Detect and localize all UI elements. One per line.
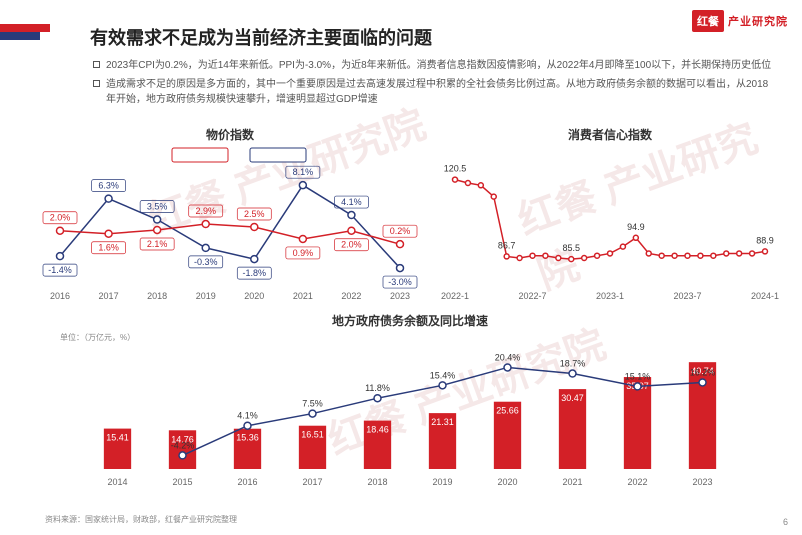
svg-text:120.5: 120.5 — [444, 164, 467, 174]
svg-text:2023: 2023 — [692, 477, 712, 487]
svg-text:2023: 2023 — [390, 291, 410, 301]
svg-text:2020: 2020 — [497, 477, 517, 487]
svg-text:15.1%: 15.1% — [625, 371, 651, 381]
flag-decoration — [0, 24, 50, 40]
svg-text:3.5%: 3.5% — [147, 202, 168, 212]
logo-mark: 红餐 — [692, 10, 724, 32]
svg-text:2019: 2019 — [432, 477, 452, 487]
chart-title: 消费者信心指数 — [440, 126, 780, 143]
svg-text:25.66: 25.66 — [496, 406, 519, 416]
svg-text:-1.4%: -1.4% — [48, 265, 72, 275]
svg-text:2018: 2018 — [147, 291, 167, 301]
svg-text:4.1%: 4.1% — [237, 411, 258, 421]
svg-text:2016: 2016 — [50, 291, 70, 301]
bullet-marker-icon — [93, 80, 100, 87]
svg-text:20.4%: 20.4% — [495, 352, 521, 362]
consumer-confidence-svg: 2022-1 2022-7 2023-1 2023-7 2024-1 120.5 86.7 8… — [440, 143, 780, 303]
svg-text:2018: 2018 — [367, 477, 387, 487]
svg-text:2.1%: 2.1% — [147, 239, 168, 249]
svg-text:2023-7: 2023-7 — [673, 291, 701, 301]
bullet-text: 2023年CPI为0.2%，为近14年来新低。PPI为-3.0%，为近8年来新低… — [106, 58, 771, 73]
svg-text:15.41: 15.41 — [106, 433, 129, 443]
svg-text:2024-1: 2024-1 — [751, 291, 779, 301]
svg-text:-1.8%: -1.8% — [243, 268, 267, 278]
logo: 红餐 产业研究院 — [692, 10, 788, 32]
svg-text:2022-7: 2022-7 — [518, 291, 546, 301]
source-footer: 资料来源：国家统计局，财政部，红餐产业研究院整理 — [45, 514, 237, 525]
svg-text:2021: 2021 — [293, 291, 313, 301]
svg-text:16.2%: 16.2% — [690, 367, 716, 377]
chart-title: 地方政府债务余额及同比增速 — [60, 312, 760, 329]
svg-text:94.9: 94.9 — [627, 222, 645, 232]
svg-text:2023-1: 2023-1 — [596, 291, 624, 301]
svg-text:15.4%: 15.4% — [430, 370, 456, 380]
price-index-svg: CPIPPI20162017201820192020202120222023-1… — [40, 143, 420, 303]
svg-text:0.9%: 0.9% — [293, 248, 314, 258]
svg-text:85.5: 85.5 — [562, 243, 580, 253]
debt-chart: 地方政府债务余额及同比增速 20142015201620172018201920… — [60, 312, 760, 487]
consumer-confidence-chart: 消费者信心指数 2022-1 2022-7 2023-1 2023-7 2024-1 12… — [440, 126, 780, 301]
svg-text:-3.0%: -3.0% — [388, 277, 412, 287]
svg-text:1.6%: 1.6% — [98, 243, 119, 253]
svg-text:88.9: 88.9 — [756, 235, 774, 245]
svg-text:18.46: 18.46 — [366, 425, 389, 435]
bullet-item: 2023年CPI为0.2%，为近14年来新低。PPI为-3.0%，为近8年来新低… — [93, 58, 772, 73]
svg-text:2019: 2019 — [196, 291, 216, 301]
svg-text:2016: 2016 — [237, 477, 257, 487]
svg-text:8.1%: 8.1% — [293, 167, 314, 177]
svg-text:0.2%: 0.2% — [390, 226, 411, 236]
svg-text:2021: 2021 — [562, 477, 582, 487]
svg-text:2017: 2017 — [99, 291, 119, 301]
svg-text:6.3%: 6.3% — [98, 181, 119, 191]
svg-text:2017: 2017 — [302, 477, 322, 487]
svg-text:2.0%: 2.0% — [50, 213, 71, 223]
svg-text:16.51: 16.51 — [301, 430, 324, 440]
svg-text:2.0%: 2.0% — [341, 240, 362, 250]
bullet-marker-icon — [93, 61, 100, 68]
price-index-chart: 物价指数 CPIPPI20162017201820192020202120222… — [40, 126, 420, 301]
svg-text:4.1%: 4.1% — [341, 197, 362, 207]
svg-text:2020: 2020 — [244, 291, 264, 301]
svg-text:18.7%: 18.7% — [560, 359, 586, 369]
svg-text:2022-1: 2022-1 — [441, 291, 469, 301]
svg-text:86.7: 86.7 — [498, 240, 516, 250]
svg-text:15.36: 15.36 — [236, 433, 259, 443]
bullet-list: 2023年CPI为0.2%，为近14年来新低。PPI为-3.0%，为近8年来新低… — [93, 58, 772, 111]
svg-text:2022: 2022 — [341, 291, 361, 301]
logo-text: 产业研究院 — [728, 13, 788, 29]
debt-svg: 2014 2015 2016 2017 2018 2019 2020 2021 2022 2023… — [60, 329, 760, 489]
svg-text:2.9%: 2.9% — [195, 206, 216, 216]
svg-text:2015: 2015 — [172, 477, 192, 487]
page-number: 6 — [783, 517, 788, 527]
page-title: 有效需求不足成为当前经济主要面临的问题 — [90, 24, 432, 50]
bullet-item: 造成需求不足的原因是多方面的，其中一个重要原因是过去高速发展过程中积累的全社会债… — [93, 77, 772, 107]
svg-text:-0.3%: -0.3% — [194, 257, 218, 267]
svg-text:-4.2%: -4.2% — [171, 440, 195, 450]
svg-text:30.47: 30.47 — [561, 393, 584, 403]
chart-title: 物价指数 — [40, 126, 420, 143]
svg-text:7.5%: 7.5% — [302, 399, 323, 409]
svg-text:11.8%: 11.8% — [365, 383, 390, 393]
svg-text:21.31: 21.31 — [431, 417, 454, 427]
svg-text:2014: 2014 — [107, 477, 127, 487]
svg-text:2.5%: 2.5% — [244, 209, 265, 219]
svg-text:2022: 2022 — [627, 477, 647, 487]
bullet-text: 造成需求不足的原因是多方面的，其中一个重要原因是过去高速发展过程中积累的全社会债… — [106, 77, 772, 107]
